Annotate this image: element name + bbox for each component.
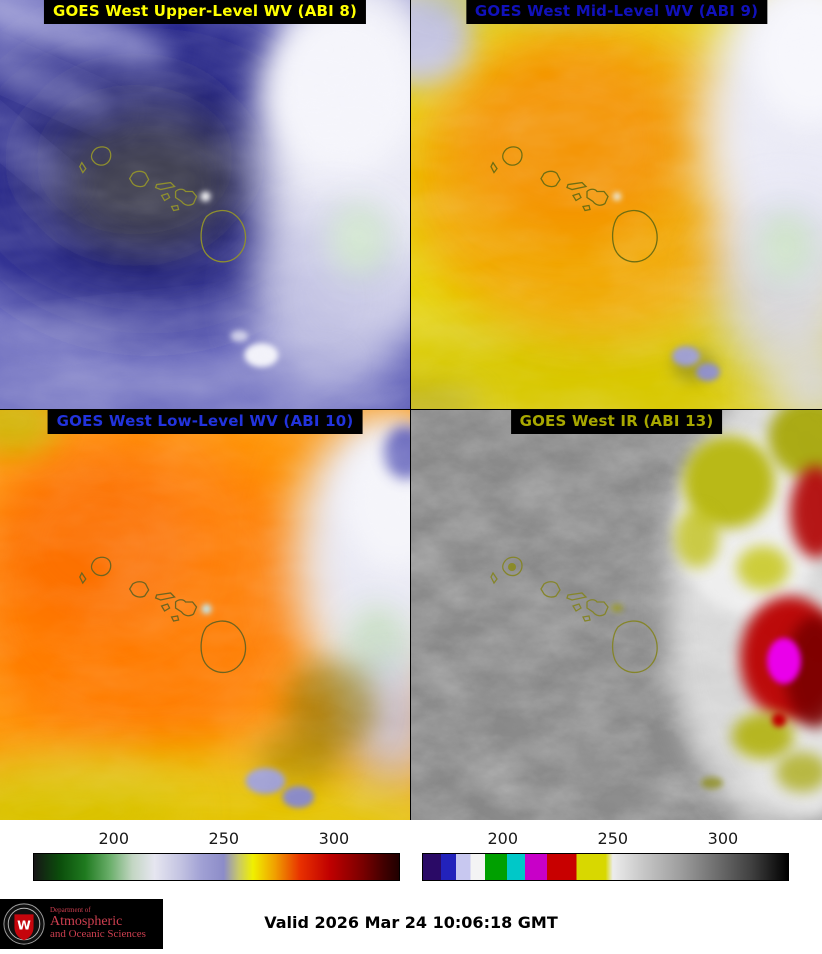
hawaii-island-outlines bbox=[79, 556, 247, 674]
panel-title-abi9: GOES West Mid-Level WV (ABI 9) bbox=[465, 0, 768, 24]
panel-abi10: GOES West Low-Level WV (ABI 10) bbox=[0, 410, 411, 820]
logo-text: Department of Atmospheric and Oceanic Sc… bbox=[50, 906, 146, 941]
abi8-satellite-image bbox=[0, 0, 410, 409]
abi10-satellite-image bbox=[0, 410, 410, 820]
panel-abi8: GOES West Upper-Level WV (ABI 8) bbox=[0, 0, 411, 410]
logo-line-2: Atmospheric bbox=[50, 913, 123, 929]
panel-title-abi8: GOES West Upper-Level WV (ABI 8) bbox=[43, 0, 367, 24]
tick-label: 200 bbox=[98, 829, 130, 848]
tick-label: 250 bbox=[597, 829, 629, 848]
hawaii-island-outlines bbox=[490, 556, 658, 674]
ir-colorbar-gradient bbox=[422, 853, 789, 881]
panel-title-abi10: GOES West Low-Level WV (ABI 10) bbox=[47, 410, 363, 434]
abi13-satellite-image bbox=[411, 410, 822, 820]
wv-colorbar: 200 250 300 bbox=[33, 828, 400, 898]
panel-abi13: GOES West IR (ABI 13) bbox=[411, 410, 822, 820]
satellite-grid: GOES West Upper-Level WV (ABI 8) bbox=[0, 0, 822, 820]
crest-letter: W bbox=[17, 918, 31, 933]
footer: W Department of Atmospheric and Oceanic … bbox=[0, 898, 822, 954]
tick-label: 200 bbox=[487, 829, 519, 848]
tick-label: 300 bbox=[318, 829, 350, 848]
uw-crest-icon: W bbox=[3, 903, 45, 945]
panel-title-abi13: GOES West IR (ABI 13) bbox=[510, 410, 723, 434]
abi9-satellite-image bbox=[411, 0, 822, 409]
wv-colorbar-ticks: 200 250 300 bbox=[33, 828, 400, 853]
tick-label: 250 bbox=[208, 829, 240, 848]
hawaii-island-outlines bbox=[490, 146, 658, 263]
logo-line-3: and Oceanic Sciences bbox=[50, 928, 146, 941]
wv-colorbar-gradient bbox=[33, 853, 400, 881]
panel-abi9: GOES West Mid-Level WV (ABI 9) bbox=[411, 0, 822, 410]
colorbar-section: 200 250 300 200 250 300 bbox=[0, 820, 822, 898]
uw-aos-logo: W Department of Atmospheric and Oceanic … bbox=[0, 899, 163, 949]
tick-label: 300 bbox=[707, 829, 739, 848]
hawaii-island-outlines bbox=[79, 146, 247, 263]
ir-colorbar: 200 250 300 bbox=[422, 828, 789, 898]
ir-colorbar-ticks: 200 250 300 bbox=[422, 828, 789, 853]
logo-line-1: Department of bbox=[50, 906, 91, 915]
valid-time-label: Valid 2026 Mar 24 10:06:18 GMT bbox=[264, 913, 558, 932]
